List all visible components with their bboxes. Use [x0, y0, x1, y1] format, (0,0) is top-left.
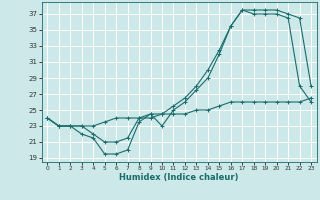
- X-axis label: Humidex (Indice chaleur): Humidex (Indice chaleur): [119, 173, 239, 182]
